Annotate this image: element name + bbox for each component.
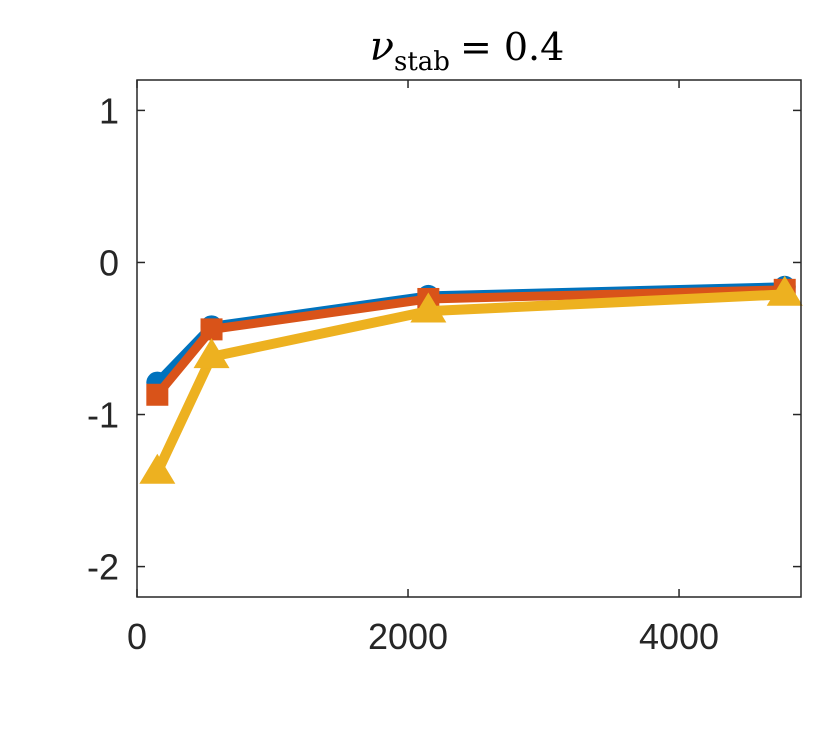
series-3 bbox=[139, 275, 803, 484]
x-tick-label-1: 0 bbox=[127, 616, 147, 657]
data-point-3-1 bbox=[139, 453, 176, 484]
y-tick-label-2: 0 bbox=[99, 242, 119, 283]
chart-title: νstab = 0.4 bbox=[370, 24, 565, 77]
series-line-2 bbox=[152, 285, 790, 400]
data-point-3-4 bbox=[766, 275, 803, 306]
axes-box bbox=[136, 79, 802, 598]
x-tick-label-3: 4000 bbox=[639, 616, 719, 657]
data-point-2-1 bbox=[146, 383, 169, 406]
series-layer bbox=[139, 275, 803, 484]
y-tick-label-1: 1 bbox=[99, 90, 119, 131]
x-tick-label-2: 2000 bbox=[368, 616, 448, 657]
y-tick-label-4: -2 bbox=[87, 547, 119, 588]
title-subscript: stab bbox=[394, 47, 450, 77]
data-point-3-3 bbox=[410, 292, 447, 323]
plot-area bbox=[137, 80, 801, 597]
plot-background bbox=[137, 80, 801, 597]
axes bbox=[136, 79, 802, 598]
y-tick-label-3: -1 bbox=[87, 395, 119, 436]
data-point-3-2 bbox=[193, 338, 230, 369]
data-point-2-2 bbox=[200, 318, 223, 341]
tick-labels: 0 2000 4000 1 0 -1 -2 bbox=[87, 90, 719, 657]
series-line-3 bbox=[152, 289, 790, 478]
title-symbol: ν bbox=[370, 24, 394, 70]
title-rest: = 0.4 bbox=[460, 25, 564, 69]
